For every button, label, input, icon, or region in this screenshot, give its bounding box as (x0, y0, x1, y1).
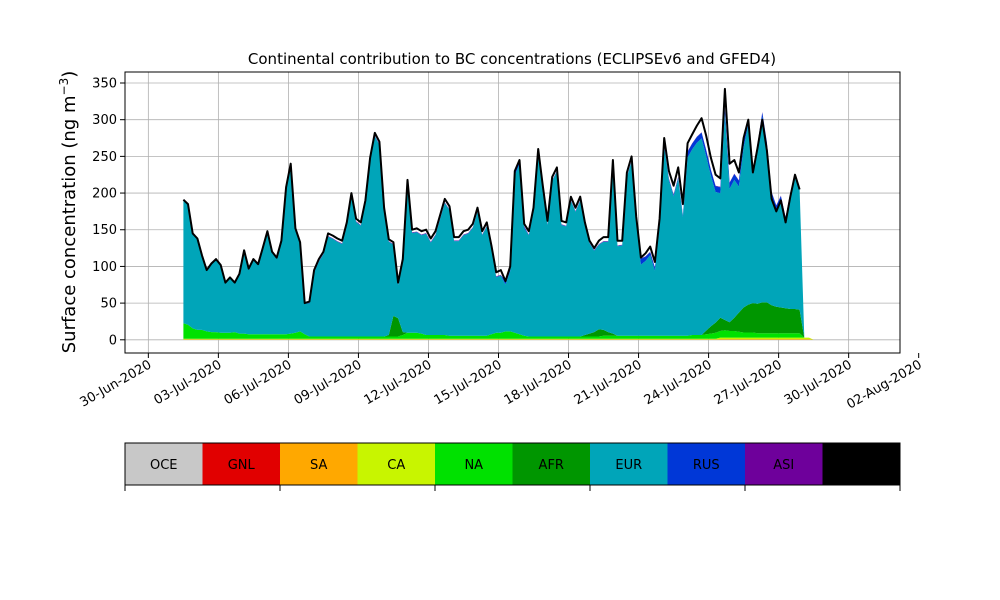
x-tick-label: 21-Jul-2020 (572, 357, 645, 408)
x-tick-label: 09-Jul-2020 (292, 357, 365, 408)
y-axis-label-unit-exponent: −3 (57, 78, 71, 96)
plot-frame (124, 71, 901, 354)
total-line (182, 87, 801, 305)
x-tick-label: 15-Jul-2020 (432, 357, 505, 408)
legend-swatch-asi (745, 443, 823, 485)
legend-swatch-na (435, 443, 513, 485)
legend-label-oce: OCE (150, 458, 178, 473)
x-tick-label: 30-Jul-2020 (782, 357, 855, 408)
legend-label-rus: RUS (693, 458, 720, 473)
legend-label-afr: AFR (539, 458, 564, 473)
legend-swatch-oce (125, 443, 203, 485)
legend-swatch-ca (357, 443, 435, 485)
x-tick-label: 18-Jul-2020 (502, 357, 575, 408)
y-tick-label: 0 (109, 333, 117, 348)
series-area-afr (183, 302, 896, 340)
x-tick-label: 06-Jul-2020 (222, 357, 295, 408)
x-tick-label: 30-Jun-2020 (78, 357, 155, 410)
x-tick-label: 12-Jul-2020 (362, 357, 435, 408)
series-area-eur (183, 113, 896, 340)
y-axis-label: Surface concentration (ng m−3) (57, 71, 80, 354)
legend-label-asi: ASI (773, 458, 794, 473)
x-tick-label: 03-Jul-2020 (152, 357, 225, 408)
legend-swatch-sa (280, 443, 358, 485)
x-tick-label: 27-Jul-2020 (712, 357, 785, 408)
legend-frame (124, 442, 901, 486)
legend-swatch-rus (667, 443, 745, 485)
legend-swatch-eur (590, 443, 668, 485)
x-tick-label: 24-Jul-2020 (642, 357, 715, 408)
legend-swatch-afr (512, 443, 590, 485)
legend-label-na: NA (464, 458, 483, 473)
legend-label-ca: CA (387, 458, 405, 473)
y-tick-label: 250 (92, 150, 117, 165)
x-tick-label: 02-Aug-2020 (844, 357, 924, 412)
y-tick-label: 350 (92, 77, 117, 92)
legend-swatch-aus (822, 443, 900, 485)
colorbar-legend: OCE GNL SA CA NA AFR EUR RUS ASI AUS (124, 442, 901, 491)
y-tick-label: 50 (100, 297, 117, 312)
legend-label-aus: AUS (848, 458, 875, 473)
y-axis-label-main: Surface concentration (ng m (59, 95, 80, 353)
series-area-sa (183, 339, 896, 340)
y-axis-label-close: ) (59, 71, 80, 78)
y-tick-label: 300 (92, 113, 117, 128)
y-tick-label: 100 (92, 260, 117, 275)
stacked-areas (182, 87, 896, 340)
chart-title: Continental contribution to BC concentra… (248, 50, 776, 68)
series-area-na (183, 323, 896, 340)
y-tick-label: 200 (92, 187, 117, 202)
legend-swatch-gnl (202, 443, 280, 485)
legend-label-sa: SA (310, 458, 327, 473)
legend-label-eur: EUR (615, 458, 642, 473)
y-tick-label: 150 (92, 223, 117, 238)
legend-label-gnl: GNL (228, 458, 256, 473)
